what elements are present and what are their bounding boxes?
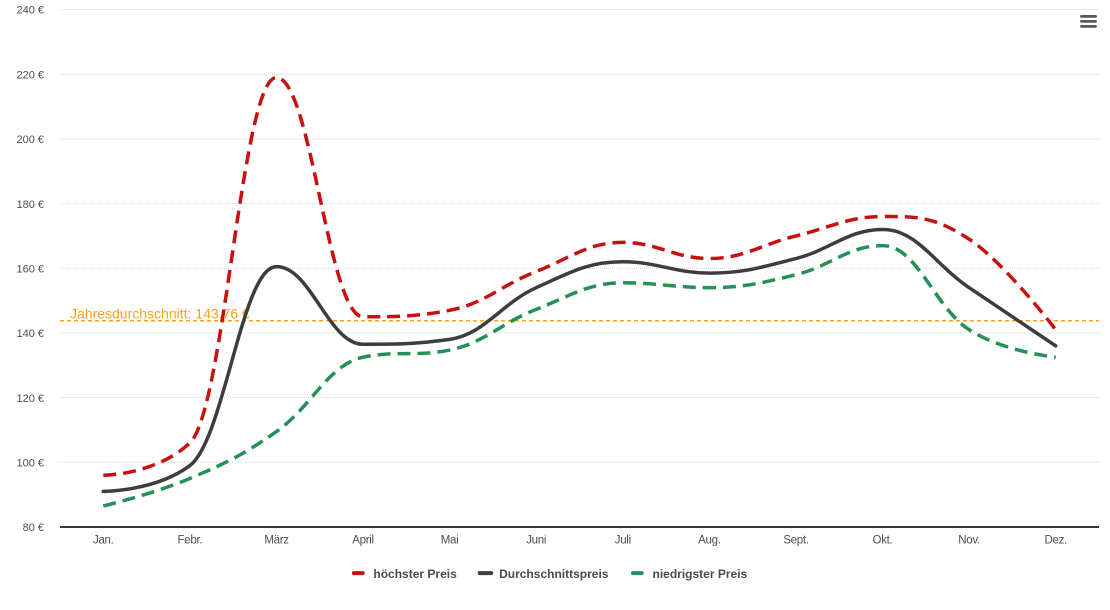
svg-text:Nov.: Nov. — [958, 534, 980, 546]
svg-text:höchster Preis: höchster Preis — [373, 567, 457, 581]
svg-text:120 €: 120 € — [16, 393, 44, 405]
svg-text:Okt.: Okt. — [873, 534, 893, 546]
svg-text:140 €: 140 € — [16, 328, 44, 340]
svg-text:Jan.: Jan. — [93, 534, 114, 546]
svg-text:Aug.: Aug. — [698, 534, 721, 546]
svg-text:180 €: 180 € — [16, 199, 44, 211]
svg-text:100 €: 100 € — [16, 458, 44, 470]
svg-text:Mai: Mai — [441, 534, 459, 546]
svg-text:niedrigster Preis: niedrigster Preis — [653, 567, 748, 581]
svg-text:240 €: 240 € — [16, 5, 44, 17]
svg-text:Jahresdurchschnitt: 143,76 €: Jahresdurchschnitt: 143,76 € — [70, 306, 250, 322]
svg-text:März: März — [264, 534, 289, 546]
svg-text:160 €: 160 € — [16, 263, 44, 275]
svg-text:Sept.: Sept. — [783, 534, 808, 546]
svg-text:220 €: 220 € — [16, 69, 44, 81]
svg-text:Dez.: Dez. — [1044, 534, 1067, 546]
svg-text:Durchschnittspreis: Durchschnittspreis — [499, 567, 609, 581]
svg-text:Febr.: Febr. — [178, 534, 203, 546]
svg-text:200 €: 200 € — [16, 134, 44, 146]
svg-text:80 €: 80 € — [23, 522, 44, 534]
svg-text:Juni: Juni — [526, 534, 546, 546]
svg-text:April: April — [352, 534, 374, 546]
svg-text:Juli: Juli — [615, 534, 631, 546]
